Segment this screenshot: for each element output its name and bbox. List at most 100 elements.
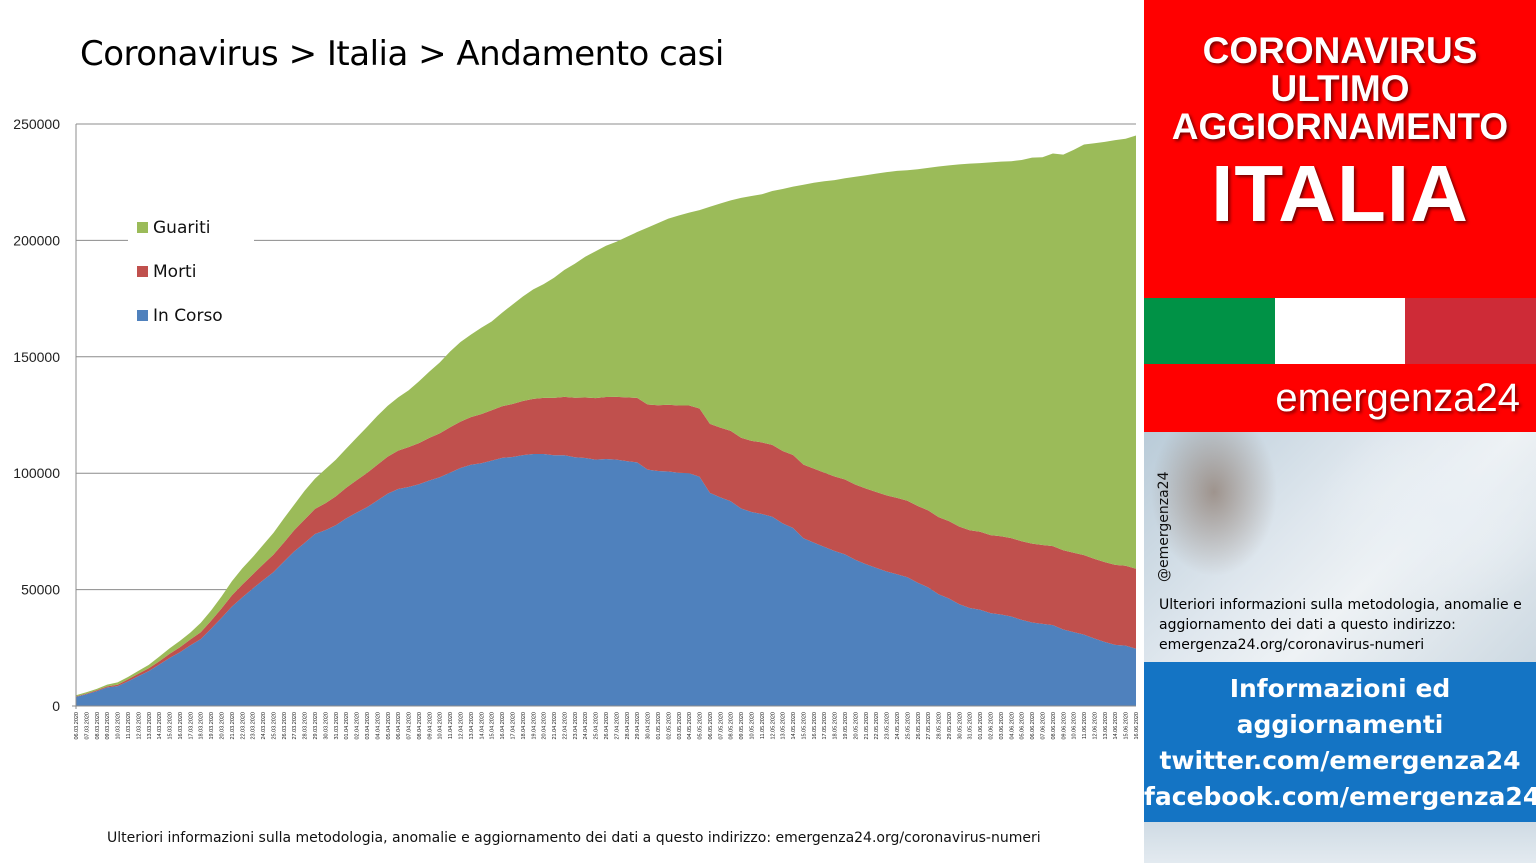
x-tick-label-32: 07.04.2020 xyxy=(407,712,413,740)
x-tick-label-63: 08.05.2020 xyxy=(729,712,735,740)
x-tick-label-37: 12.04.2020 xyxy=(459,712,465,740)
legend-swatch-2 xyxy=(137,310,148,321)
x-tick-label-89: 03.06.2020 xyxy=(999,712,1005,740)
x-tick-label-67: 12.05.2020 xyxy=(770,712,776,740)
x-tick-label-16: 22.03.2020 xyxy=(240,712,246,740)
x-tick-label-8: 14.03.2020 xyxy=(157,712,163,740)
header-line-1: CORONAVIRUS xyxy=(1202,30,1478,71)
x-tick-label-36: 11.04.2020 xyxy=(448,712,454,739)
x-tick-label-75: 20.05.2020 xyxy=(853,712,859,740)
legend-box xyxy=(128,205,254,335)
x-tick-label-78: 23.05.2020 xyxy=(885,712,891,740)
x-tick-label-22: 28.03.2020 xyxy=(303,712,309,740)
x-tick-label-59: 04.05.2020 xyxy=(687,712,693,740)
x-tick-label-79: 24.05.2020 xyxy=(895,712,901,740)
legend-label-0: Guariti xyxy=(153,218,210,238)
x-tick-label-28: 03.04.2020 xyxy=(365,712,371,740)
legend-swatch-1 xyxy=(137,266,148,277)
x-tick-label-69: 14.05.2020 xyxy=(791,712,797,740)
area-series-morti xyxy=(76,396,1136,697)
x-tick-label-7: 13.03.2020 xyxy=(147,712,153,740)
background-photo: @emergenza24 Ulteriori informazioni sull… xyxy=(1144,432,1536,662)
x-tick-label-48: 23.04.2020 xyxy=(573,712,579,740)
x-tick-label-19: 25.03.2020 xyxy=(271,712,277,740)
x-tick-label-35: 10.04.2020 xyxy=(438,712,444,740)
x-tick-label-61: 06.05.2020 xyxy=(708,712,714,740)
x-tick-label-13: 19.03.2020 xyxy=(209,712,215,740)
x-tick-label-73: 18.05.2020 xyxy=(833,712,839,740)
x-tick-label-45: 20.04.2020 xyxy=(542,712,548,740)
x-tick-label-1: 07.03.2020 xyxy=(84,712,90,740)
x-tick-label-25: 31.03.2020 xyxy=(334,712,340,740)
x-tick-label-31: 06.04.2020 xyxy=(396,712,402,740)
area-series-in-corso xyxy=(76,453,1136,706)
x-tick-label-93: 07.06.2020 xyxy=(1040,712,1046,740)
x-tick-label-4: 10.03.2020 xyxy=(116,712,122,740)
x-tick-label-84: 29.05.2020 xyxy=(947,712,953,740)
x-tick-label-86: 31.05.2020 xyxy=(968,712,974,740)
facebook-link[interactable]: facebook.com/emergenza24 xyxy=(1144,782,1536,811)
x-tick-label-90: 04.06.2020 xyxy=(1009,712,1015,740)
x-tick-label-9: 15.03.2020 xyxy=(168,712,174,740)
info-line-1: Informazioni ed xyxy=(1229,674,1451,703)
x-tick-label-30: 05.04.2020 xyxy=(386,712,392,740)
x-tick-label-29: 04.04.2020 xyxy=(375,712,381,740)
x-tick-label-42: 17.04.2020 xyxy=(510,712,516,740)
x-tick-label-101: 15.06.2020 xyxy=(1124,712,1130,740)
x-tick-label-23: 29.03.2020 xyxy=(313,712,319,740)
x-tick-label-102: 16.06.2020 xyxy=(1134,712,1140,740)
italian-flag xyxy=(1144,298,1536,364)
x-tick-label-12: 18.03.2020 xyxy=(199,712,205,740)
y-tick-label-5: 250000 xyxy=(13,116,60,132)
area-series-guariti xyxy=(76,135,1136,697)
x-tick-label-24: 30.03.2020 xyxy=(323,712,329,740)
chart-title: Coronavirus > Italia > Andamento casi xyxy=(80,34,724,74)
x-tick-label-83: 28.05.2020 xyxy=(937,712,943,740)
x-tick-label-72: 17.05.2020 xyxy=(822,712,828,740)
x-tick-label-14: 20.03.2020 xyxy=(219,712,225,740)
x-tick-label-76: 21.05.2020 xyxy=(864,712,870,740)
x-tick-label-47: 22.04.2020 xyxy=(562,712,568,740)
x-tick-label-38: 13.04.2020 xyxy=(469,712,475,740)
social-handle: @emergenza24 xyxy=(1156,471,1172,583)
y-tick-label-4: 200000 xyxy=(13,232,60,248)
x-tick-label-26: 01.04.2020 xyxy=(344,712,350,740)
x-tick-label-18: 24.03.2020 xyxy=(261,712,267,740)
y-tick-label-0: 0 xyxy=(52,698,60,714)
x-tick-label-68: 13.05.2020 xyxy=(781,712,787,740)
x-tick-label-64: 09.05.2020 xyxy=(739,712,745,740)
info-box: Informazioni ed aggiornamenti twitter.co… xyxy=(1144,662,1536,822)
x-tick-label-2: 08.03.2020 xyxy=(95,712,101,740)
header-line-3: AGGIORNAMENTO xyxy=(1171,106,1509,147)
x-tick-label-56: 01.05.2020 xyxy=(656,712,662,740)
x-tick-label-34: 09.04.2020 xyxy=(427,712,433,740)
x-tick-label-65: 10.05.2020 xyxy=(749,712,755,740)
x-tick-label-15: 21.03.2020 xyxy=(230,712,236,740)
twitter-link[interactable]: twitter.com/emergenza24 xyxy=(1159,746,1521,775)
y-tick-label-2: 100000 xyxy=(13,465,60,481)
legend-label-2: In Corso xyxy=(153,306,223,326)
x-tick-label-6: 12.03.2020 xyxy=(136,712,142,740)
x-tick-label-55: 30.04.2020 xyxy=(646,712,652,740)
x-tick-label-39: 14.04.2020 xyxy=(479,712,485,740)
x-tick-label-43: 18.04.2020 xyxy=(521,712,527,740)
legend-label-1: Morti xyxy=(153,262,196,282)
x-tick-label-77: 22.05.2020 xyxy=(874,712,880,740)
flag-white-stripe xyxy=(1274,298,1406,364)
footer-note: Ulteriori informazioni sulla metodologia… xyxy=(107,830,1041,846)
x-tick-label-96: 10.06.2020 xyxy=(1072,712,1078,740)
x-tick-label-97: 11.06.2020 xyxy=(1082,712,1088,739)
x-tick-label-100: 14.06.2020 xyxy=(1113,712,1119,740)
stacked-area-chart: 0 50000 100000 150000 200000 250000 06.03.2020… xyxy=(13,116,1140,740)
x-tick-label-10: 16.03.2020 xyxy=(178,712,184,740)
x-tick-label-91: 05.06.2020 xyxy=(1020,712,1026,740)
x-tick-label-27: 02.04.2020 xyxy=(355,712,361,740)
x-tick-label-52: 27.04.2020 xyxy=(614,712,620,740)
info-line-2: aggiornamenti xyxy=(1236,710,1444,739)
x-tick-label-81: 26.05.2020 xyxy=(916,712,922,740)
bottom-strip xyxy=(1144,822,1536,863)
legend-swatch-0 xyxy=(137,222,148,233)
x-tick-label-62: 07.05.2020 xyxy=(718,712,724,740)
x-tick-label-11: 17.03.2020 xyxy=(188,712,194,740)
